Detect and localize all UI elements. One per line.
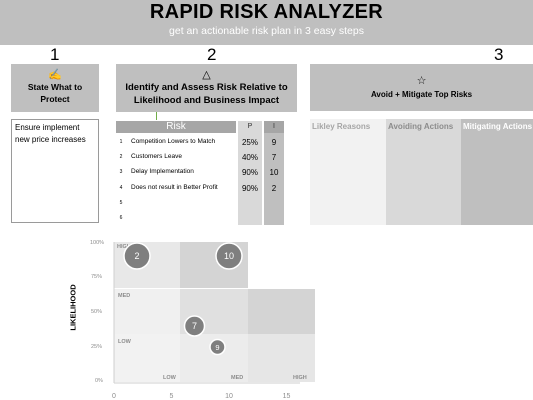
likely-reasons-header: Likley Reasons [312, 122, 371, 131]
zone-label-med: MED [118, 293, 130, 299]
likely-reasons-column[interactable]: Likley Reasons [310, 119, 386, 225]
avoiding-actions-column[interactable]: Avoiding Actions [386, 119, 461, 225]
step3-header: ☆ Avoid + Mitigate Top Risks [310, 64, 533, 111]
mitigating-actions-column[interactable]: Mitigating Actions [461, 119, 533, 225]
step2-label: Identify and Assess Risk Relative to Lik… [125, 82, 288, 106]
risk-row-probability[interactable]: 25% [241, 138, 258, 147]
step1-label: State What to Protect [27, 82, 83, 104]
risk-row-probability[interactable]: 90% [241, 168, 258, 177]
risk-row-text[interactable]: Delay Implementation [131, 168, 194, 175]
y-tick-label: 0% [95, 378, 103, 384]
mitigating-actions-header: Mitigating Actions [463, 122, 533, 131]
step3-label: Avoid + Mitigate Top Risks [370, 90, 473, 99]
risk-row-probability[interactable]: 90% [241, 184, 258, 193]
cell-cursor-marker [156, 112, 157, 120]
zone-label-x-med: MED [231, 375, 243, 381]
protect-goal-line2: new price increases [15, 135, 86, 144]
risk-column-header: Risk [116, 121, 236, 133]
zone-label-high: HIGH [117, 244, 131, 250]
risk-row-number: 5 [119, 200, 123, 206]
risk-row-impact[interactable]: 10 [269, 168, 279, 177]
risk-row-impact[interactable]: 2 [271, 184, 277, 193]
risk-bubble[interactable] [183, 315, 206, 337]
impact-column [264, 133, 284, 225]
y-tick-label: 100% [90, 240, 105, 246]
step-number-3: 3 [494, 45, 504, 64]
zone-low-high [248, 334, 315, 382]
x-tick-label: 15 [283, 393, 291, 400]
risk-row-number: 1 [119, 139, 123, 145]
step1-header: ✍ State What to Protect [11, 64, 99, 112]
risk-row-number: 6 [119, 215, 123, 221]
y-tick-label: 50% [91, 309, 103, 315]
zone-label-low: LOW [118, 339, 132, 345]
triangle-icon: △ [202, 69, 211, 81]
impact-column-header: I [264, 121, 284, 133]
zone-low-low [114, 334, 180, 382]
risk-bubble-label: 2 [134, 251, 139, 261]
risk-bubble-label: 10 [224, 251, 234, 261]
probability-column [238, 133, 262, 225]
risk-bubble[interactable] [215, 242, 243, 270]
risk-row-number: 3 [119, 169, 123, 175]
x-tick-label: 10 [225, 393, 233, 400]
x-tick-label: 5 [170, 393, 174, 400]
zone-label-x-high: HIGH [293, 375, 307, 381]
app-subtitle: get an actionable risk plan in 3 easy st… [169, 25, 364, 37]
y-tick-label: 75% [91, 274, 103, 280]
app-title: RAPID RISK ANALYZER [149, 1, 384, 23]
risk-bubble-label: 9 [215, 343, 219, 352]
risk-bubble[interactable] [209, 338, 226, 356]
protect-goal-input[interactable]: Ensure implement new price increases [11, 119, 99, 223]
risk-row-number: 4 [119, 185, 123, 191]
zone-label-x-low: LOW [163, 375, 177, 381]
risk-row-text[interactable]: Customers Leave [131, 153, 182, 160]
avoiding-actions-header: Avoiding Actions [388, 122, 454, 131]
zone-med-low [114, 289, 180, 334]
x-tick-label: 0 [112, 393, 116, 400]
risk-row-probability[interactable]: 40% [241, 153, 258, 162]
risk-row-text[interactable]: Competition Lowers to Match [131, 138, 216, 145]
risk-bubble[interactable] [123, 242, 151, 270]
star-icon: ☆ [416, 75, 427, 87]
risk-row-impact[interactable]: 7 [271, 153, 277, 162]
risk-row-text[interactable]: Does not result in Better Profit [131, 184, 218, 191]
app-header [0, 0, 533, 45]
risk-row-number: 2 [119, 154, 123, 160]
protect-goal-line1: Ensure implement [15, 123, 80, 132]
step2-header: △ Identify and Assess Risk Relative to L… [116, 64, 297, 112]
pen-icon: ✍ [48, 69, 62, 81]
step-number-2: 2 [207, 45, 217, 64]
zone-med-high [248, 289, 315, 334]
step-number-1: 1 [50, 45, 60, 64]
y-tick-label: 25% [91, 344, 103, 350]
probability-column-header: P [238, 121, 262, 133]
risk-row-impact[interactable]: 9 [271, 138, 277, 147]
risk-bubble-label: 7 [192, 321, 197, 331]
